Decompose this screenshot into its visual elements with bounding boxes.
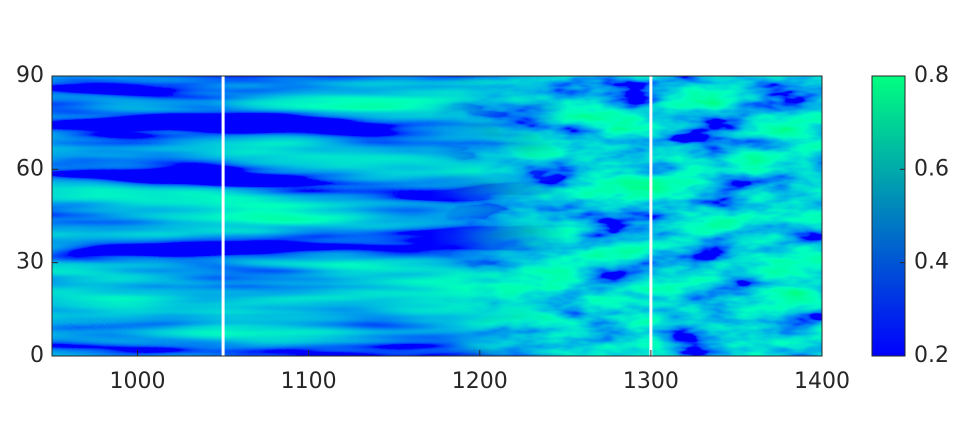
colorbar-tick-label: 0.8 — [914, 63, 949, 88]
heatmap-turbulent — [430, 76, 822, 356]
y-tick-label: 30 — [16, 250, 44, 275]
y-tick-label: 0 — [30, 343, 44, 368]
x-tick-label: 1000 — [110, 369, 166, 394]
colorbar-tick-label: 0.6 — [914, 156, 949, 181]
x-tick-label: 1200 — [452, 369, 508, 394]
plot-frame — [51, 75, 823, 357]
y-tick-label: 60 — [16, 156, 44, 181]
y-tick-label: 90 — [16, 63, 44, 88]
colorbar-tick-label: 0.2 — [914, 343, 949, 368]
x-tick-label: 1300 — [623, 369, 679, 394]
x-tick-label: 1400 — [794, 369, 850, 394]
colorbar-tick-label: 0.4 — [914, 250, 949, 275]
colorbar-frame — [871, 75, 906, 357]
colorbar — [872, 76, 905, 356]
x-tick-label: 1100 — [281, 369, 337, 394]
heatmap-field — [52, 76, 822, 356]
